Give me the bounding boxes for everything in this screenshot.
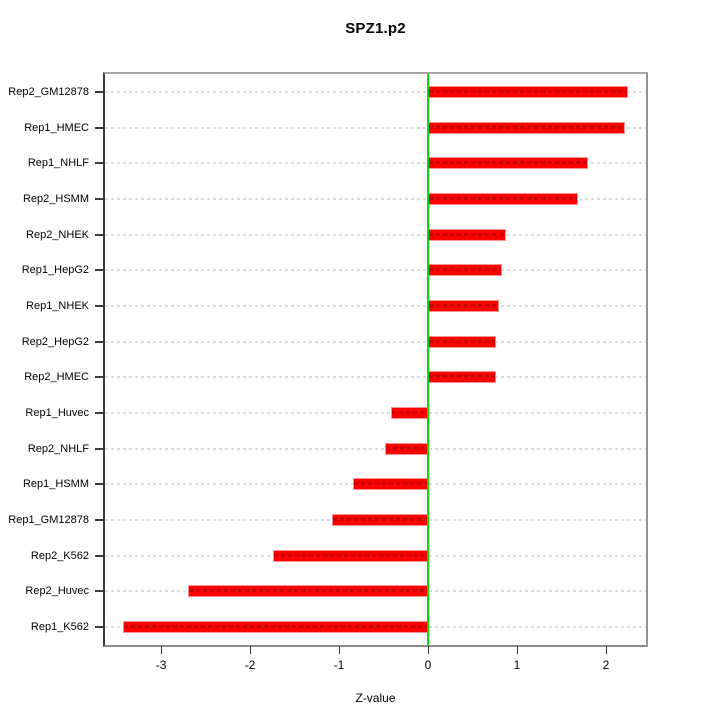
grid-line	[105, 340, 646, 343]
x-axis-tick-label: 2	[602, 658, 610, 672]
bar	[353, 478, 428, 491]
bar-dash-texture	[428, 197, 578, 200]
grid-line	[105, 233, 646, 236]
x-axis-tick	[339, 646, 341, 654]
x-axis-tick-label: -1	[333, 658, 345, 672]
y-axis-category-label: Rep2_HSMM	[22, 193, 89, 205]
y-axis-category-label: Rep1_HMEC	[24, 121, 89, 134]
x-axis-tick	[161, 646, 163, 654]
y-axis-tick	[95, 447, 103, 450]
y-axis-tick	[95, 554, 103, 557]
bar-dash-texture	[354, 482, 427, 486]
bar	[427, 300, 500, 312]
y-axis-tick	[95, 126, 103, 129]
grid-line	[105, 198, 646, 200]
y-axis-category-label: Rep1_K562	[30, 621, 89, 633]
y-axis-category-label: Rep1_HSMM	[22, 478, 89, 491]
y-axis-category-label: Rep1_HepG2	[21, 264, 89, 277]
plot-area	[105, 74, 646, 645]
zero-reference-line	[426, 74, 429, 645]
grid-line	[105, 162, 646, 165]
y-axis-tick	[95, 305, 103, 307]
x-axis-tick-label: 1	[513, 658, 521, 672]
bar-dash-texture	[428, 232, 506, 236]
bar-dash-texture	[332, 518, 427, 521]
y-axis-category-label: Rep2_HMEC	[24, 371, 89, 384]
y-axis-tick	[95, 91, 103, 93]
y-axis-tick	[95, 198, 103, 200]
bar-dash-texture	[123, 625, 427, 628]
bar	[427, 264, 502, 277]
bar	[427, 335, 496, 348]
y-axis-tick	[95, 340, 103, 343]
bar-dash-texture	[428, 339, 495, 343]
y-axis-category-label: Rep2_GM12878	[8, 86, 89, 98]
y-axis-tick	[95, 376, 103, 379]
bar-dash-texture	[428, 268, 501, 272]
bar	[331, 514, 428, 526]
bar	[187, 585, 428, 598]
y-axis-tick	[95, 483, 103, 486]
y-axis-category-label: Rep2_NHLF	[27, 442, 89, 455]
grid-line	[105, 447, 646, 450]
bar-dash-texture	[428, 375, 495, 379]
bar-dash-texture	[188, 589, 427, 593]
x-axis-tick-label: 0	[424, 658, 432, 672]
bar	[427, 86, 629, 98]
y-axis-category-label: Rep1_NHEK	[26, 300, 89, 312]
x-axis-tick	[605, 646, 607, 654]
x-axis-title: Z-value	[355, 691, 396, 705]
grid-line	[105, 376, 646, 379]
grid-line	[105, 305, 646, 307]
x-axis-tick	[250, 646, 252, 654]
y-axis-tick	[95, 519, 103, 521]
bar	[390, 407, 428, 419]
y-axis-category-label: Rep1_NHLF	[27, 157, 89, 170]
bar-dash-texture	[386, 446, 427, 450]
bar-dash-texture	[391, 411, 427, 414]
y-axis-category-label: Rep2_HepG2	[21, 335, 89, 348]
grid-line	[105, 126, 646, 129]
bar-dash-texture	[428, 125, 624, 129]
bar	[427, 193, 579, 205]
y-axis-tick	[95, 233, 103, 236]
chart-title: SPZ1.p2	[345, 20, 406, 37]
y-axis-category-label: Rep1_GM12878	[8, 514, 89, 526]
y-axis-tick	[95, 590, 103, 593]
y-axis-category-label: Rep2_K562	[30, 549, 89, 562]
bar	[427, 371, 496, 384]
bar	[273, 549, 428, 562]
y-axis-category-label: Rep1_Huvec	[25, 407, 89, 419]
bar	[122, 621, 428, 633]
y-axis-tick	[95, 269, 103, 272]
bar	[427, 228, 507, 241]
bar-dash-texture	[428, 161, 588, 165]
bar-dash-texture	[428, 304, 499, 307]
grid-line	[105, 269, 646, 272]
y-axis-category-label: Rep2_NHEK	[26, 228, 89, 241]
bar	[427, 121, 625, 134]
grid-line	[105, 91, 646, 93]
bar	[427, 157, 589, 170]
bar-dash-texture	[428, 90, 628, 93]
y-axis-tick	[95, 162, 103, 165]
x-axis-tick-label: -3	[155, 658, 167, 672]
y-axis-category-label: Rep2_Huvec	[25, 585, 89, 598]
grid-line	[105, 412, 646, 414]
bar-dash-texture	[274, 553, 427, 557]
x-axis-tick-label: -2	[244, 658, 256, 672]
x-axis-tick	[427, 646, 429, 654]
y-axis-tick	[95, 626, 103, 628]
y-axis-tick	[95, 412, 103, 414]
bar	[385, 442, 428, 455]
x-axis-tick	[516, 646, 518, 654]
plot-box	[103, 72, 648, 647]
